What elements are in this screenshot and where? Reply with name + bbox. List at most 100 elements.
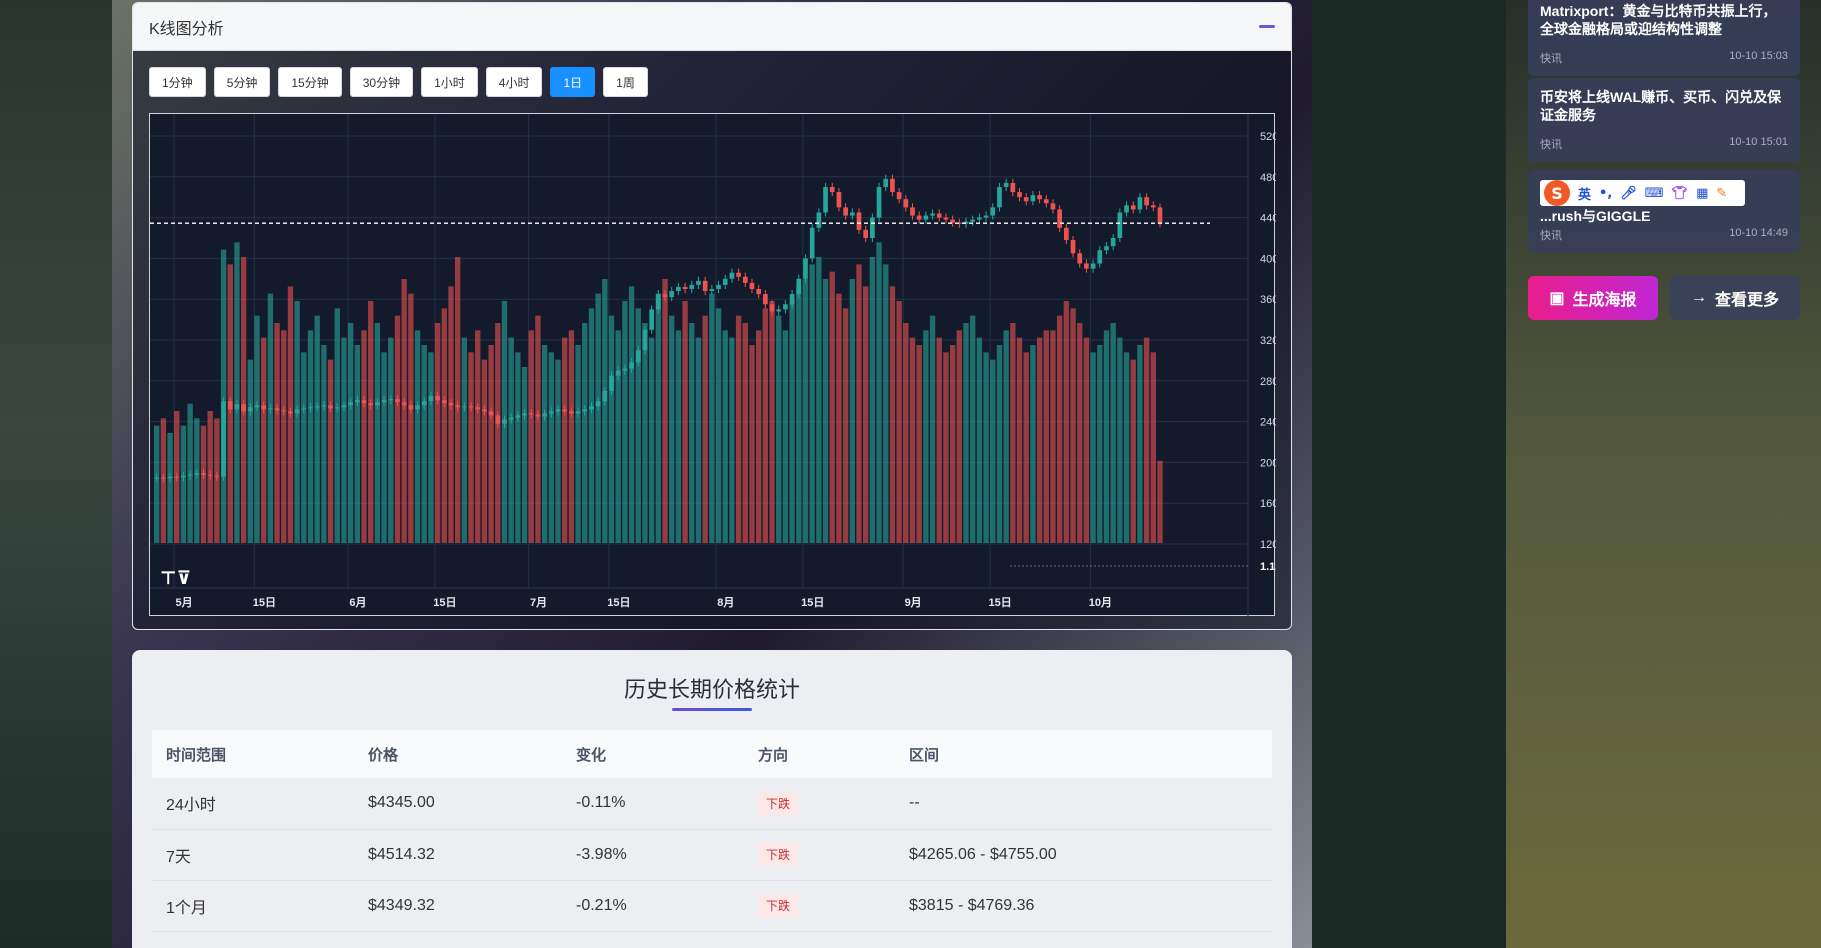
volume-bar	[996, 345, 1003, 543]
candle-body	[468, 406, 474, 408]
candle-body	[1057, 209, 1062, 228]
volume-label: 1.12M	[1260, 561, 1276, 573]
header-interval: 区间	[895, 730, 1272, 778]
candle-body	[903, 199, 909, 208]
candle-body	[435, 396, 440, 401]
candle-body	[1104, 246, 1109, 251]
volume-bar	[1010, 323, 1016, 543]
news-time: 10-10 15:01	[1729, 136, 1788, 148]
timeframe-button[interactable]: 1周	[603, 67, 648, 97]
generate-poster-button[interactable]: ▣ 生成海报	[1528, 276, 1658, 320]
x-tick-label: 15日	[801, 596, 824, 609]
kline-chart[interactable]: 5200.00 4800.00 4400.00 4000.00 3600.00 3200.…	[149, 113, 1276, 617]
candle-body	[950, 219, 955, 223]
timeframe-button[interactable]: 30分钟	[349, 67, 414, 97]
volume-bar	[361, 330, 367, 543]
candle-body	[274, 408, 280, 411]
volume-bar	[180, 425, 187, 543]
volume-bar	[802, 279, 809, 543]
volume-bar	[722, 330, 728, 543]
candle-body	[361, 400, 367, 404]
volume-bar	[622, 301, 628, 543]
news-card[interactable]: Matrixport：黄金与比特币共振上行，全球金融格局或迎结构性调整 快讯 1…	[1528, 0, 1800, 76]
candle-body	[154, 477, 160, 479]
cell-range: 7天	[152, 829, 354, 881]
ime-lang-toggle[interactable]: 英	[1578, 187, 1592, 203]
volume-bar	[755, 330, 762, 543]
candle-body	[247, 407, 253, 412]
cell-price: $4349.32	[354, 880, 562, 932]
candle-body	[890, 178, 895, 193]
volume-bar	[943, 352, 949, 543]
x-tick-label: 9月	[905, 596, 922, 609]
view-more-button[interactable]: → 查看更多	[1670, 276, 1800, 320]
volume-bar	[829, 271, 835, 543]
volume-bar	[555, 359, 561, 543]
volume-bar	[582, 323, 588, 543]
volume-bar	[889, 286, 896, 543]
volume-bar	[903, 323, 909, 543]
timeframe-button[interactable]: 1小时	[421, 67, 478, 97]
candle-body	[843, 207, 848, 216]
cell-change: -0.21%	[562, 880, 744, 932]
timeframe-button[interactable]: 4小时	[485, 67, 543, 97]
news-tag: 快讯	[1540, 139, 1562, 151]
background-gap	[1312, 0, 1506, 948]
candle-body	[201, 473, 206, 475]
collapse-icon[interactable]	[1259, 25, 1275, 28]
volume-bar	[374, 323, 381, 543]
candle-body	[354, 400, 360, 403]
cell-interval: $3815 - $4769.36	[895, 880, 1272, 932]
candle-body	[462, 406, 467, 408]
volume-bar	[1137, 345, 1143, 543]
volume-bar	[481, 359, 488, 543]
punctuation-icon[interactable]: •,	[1599, 185, 1613, 201]
volume-bar	[689, 323, 695, 543]
volume-bar	[595, 293, 601, 543]
volume-bar	[274, 323, 280, 543]
volume-bar	[495, 323, 501, 543]
candle-body	[716, 284, 721, 289]
volume-bar	[408, 293, 414, 543]
stats-table: 时间范围 价格 变化 方向 区间 24小时 $4345.00 -0.11% 下跌…	[152, 730, 1272, 932]
candle-body	[448, 403, 454, 406]
timeframe-button[interactable]: 1分钟	[149, 67, 206, 97]
volume-bar	[508, 337, 514, 543]
candle-body	[1117, 212, 1123, 238]
grid-icon[interactable]: ▦	[1696, 185, 1709, 201]
candle-body	[823, 187, 828, 213]
volume-bar	[675, 330, 682, 543]
volume-bar	[314, 315, 320, 543]
kline-panel-header: K线图分析	[133, 3, 1291, 51]
skin-icon[interactable]: 👕︎	[1671, 185, 1689, 201]
sogou-logo-icon[interactable]: S	[1544, 180, 1570, 206]
volume-bar	[441, 308, 447, 543]
candle-body	[328, 405, 333, 409]
timeframe-button[interactable]: 1日	[550, 67, 596, 97]
x-tick-label: 15日	[253, 596, 276, 609]
news-tag: 快讯	[1540, 53, 1562, 65]
candle-body	[1097, 250, 1103, 264]
keyboard-icon[interactable]: ⌨	[1644, 185, 1664, 201]
volume-bar	[1050, 330, 1056, 543]
volume-bar	[1117, 337, 1123, 543]
candle-body	[829, 187, 835, 193]
candle-body	[1037, 195, 1042, 200]
candle-body	[655, 294, 661, 310]
candle-body	[883, 178, 889, 187]
microphone-icon[interactable]: 🎤︎	[1620, 185, 1637, 201]
timeframe-button[interactable]: 15分钟	[278, 67, 342, 97]
timeframe-button[interactable]: 5分钟	[213, 67, 271, 97]
tools-icon[interactable]: ✎	[1716, 185, 1728, 201]
candle-body	[1043, 199, 1049, 204]
news-card[interactable]: 币安将上线WAL赚币、买币、闪兑及保证金服务 快讯 10-10 15:01	[1528, 78, 1800, 162]
volume-bar	[976, 337, 983, 543]
volume-bar	[735, 315, 742, 543]
volume-bar	[461, 337, 468, 543]
candle-body	[669, 291, 675, 298]
header-direction: 方向	[744, 730, 895, 778]
volume-bar	[702, 315, 708, 543]
volume-bar	[515, 352, 521, 543]
ime-toolbar[interactable]: S 英 •, 🎤︎ ⌨ 👕︎ ▦ ✎	[1540, 180, 1745, 206]
